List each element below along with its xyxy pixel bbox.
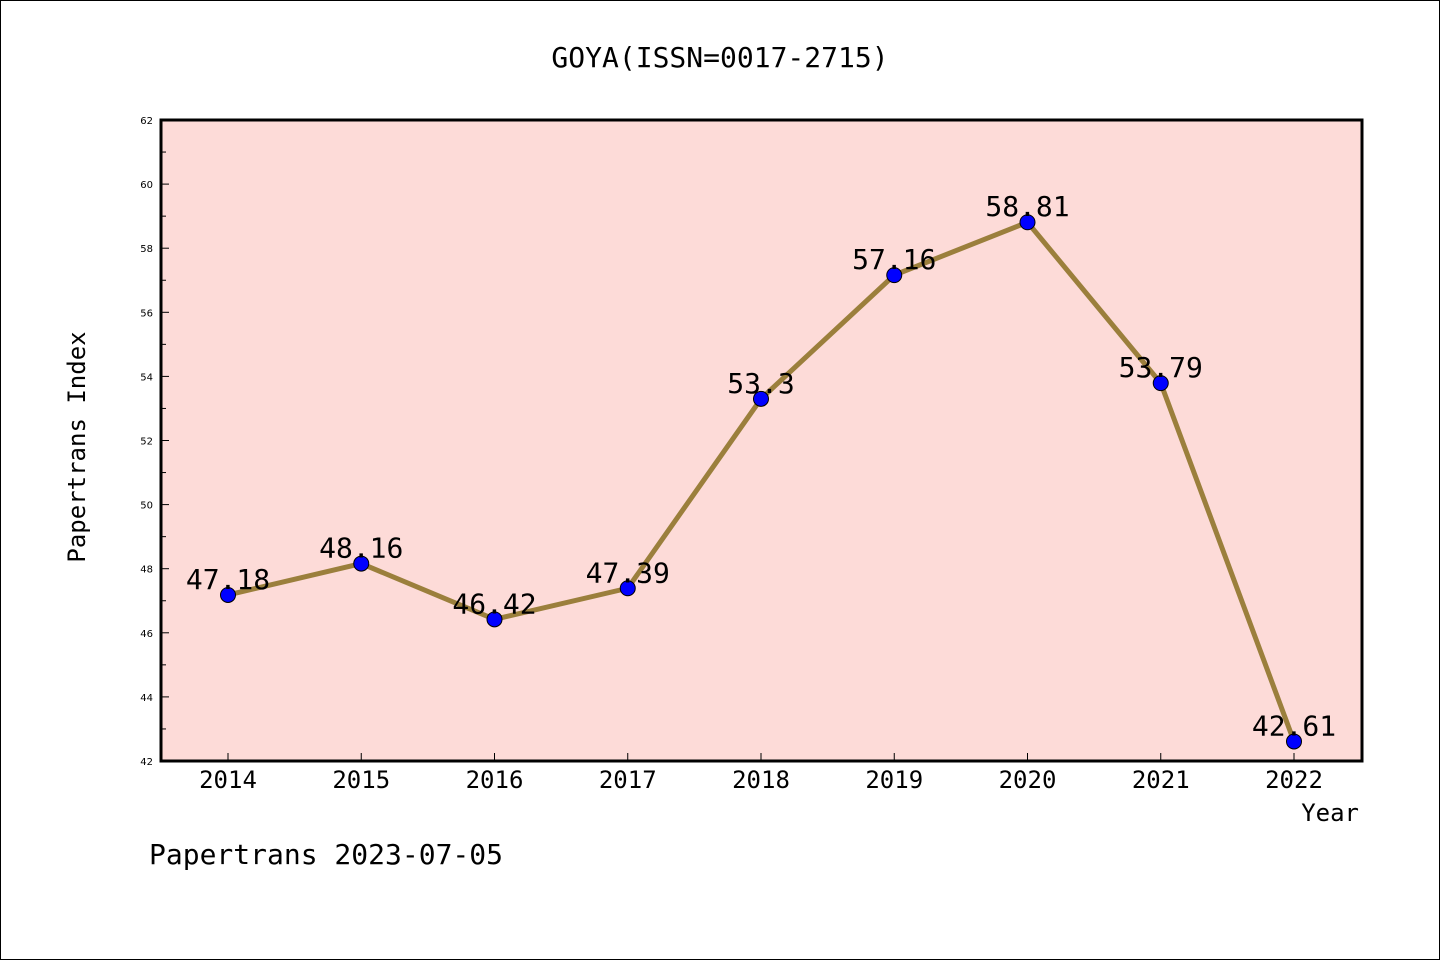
x-axis-ticks: 2014 2015 2016 2017 2018 2019 2020 2021 2022 xyxy=(199,753,1323,794)
data-point-marker xyxy=(1019,214,1036,231)
data-point-marker xyxy=(1286,733,1302,750)
data-point-label: 53.3 xyxy=(727,367,794,400)
plot-area xyxy=(159,118,1364,763)
data-point-label: 58.81 xyxy=(985,190,1069,223)
data-point-marker xyxy=(753,390,769,407)
data-point-marker xyxy=(619,580,636,597)
y-axis-label: Papertrans Index xyxy=(63,331,91,562)
data-point-label: 48.16 xyxy=(319,532,403,565)
x-tick-label: 2016 xyxy=(466,766,524,794)
x-tick-label: 2015 xyxy=(332,766,390,794)
x-tick-label: 2021 xyxy=(1132,766,1190,794)
x-tick-label: 2014 xyxy=(199,766,257,794)
x-axis-label: Year xyxy=(1301,799,1359,827)
x-tick-label: 2020 xyxy=(999,766,1057,794)
data-point-label: 42.61 xyxy=(1252,709,1336,742)
data-point-label: 47.18 xyxy=(186,563,270,596)
x-tick-label: 2017 xyxy=(599,766,657,794)
y-tick-label: 60 xyxy=(140,180,153,191)
footer-text: Papertrans 2023-07-05 xyxy=(149,838,503,871)
data-point-marker xyxy=(886,267,903,284)
y-tick-label: 52 xyxy=(140,437,153,448)
y-tick-label: 44 xyxy=(140,693,153,704)
y-tick-label: 50 xyxy=(140,501,153,512)
data-labels-group: 47.18 48.16 46.42 47.39 53.3 57.16 58.81 53.79 4… xyxy=(186,190,1336,742)
y-tick-label: 42 xyxy=(140,757,153,768)
data-point-label: 47.39 xyxy=(586,556,670,589)
y-axis-ticks: 42 44 46 48 50 52 54 56 58 60 62 xyxy=(140,116,169,768)
data-point-marker xyxy=(220,586,236,603)
data-point-label: 46.42 xyxy=(452,587,536,620)
chart-title: GOYA(ISSN=0017-2715) xyxy=(551,41,888,74)
y-tick-label: 62 xyxy=(140,116,153,127)
y-tick-label: 46 xyxy=(140,629,153,640)
y-tick-label: 58 xyxy=(140,244,153,255)
data-point-marker xyxy=(1152,375,1169,392)
y-tick-label: 48 xyxy=(140,565,153,576)
data-point-label: 57.16 xyxy=(852,243,936,276)
y-tick-label: 54 xyxy=(140,372,153,383)
data-point-marker xyxy=(486,611,503,628)
x-tick-label: 2022 xyxy=(1265,766,1323,794)
x-tick-label: 2018 xyxy=(732,766,790,794)
series-markers-group xyxy=(220,214,1302,750)
x-tick-label: 2019 xyxy=(865,766,923,794)
data-point-label: 53.79 xyxy=(1119,351,1203,384)
data-point-marker xyxy=(353,555,370,572)
y-tick-label: 56 xyxy=(140,308,153,319)
